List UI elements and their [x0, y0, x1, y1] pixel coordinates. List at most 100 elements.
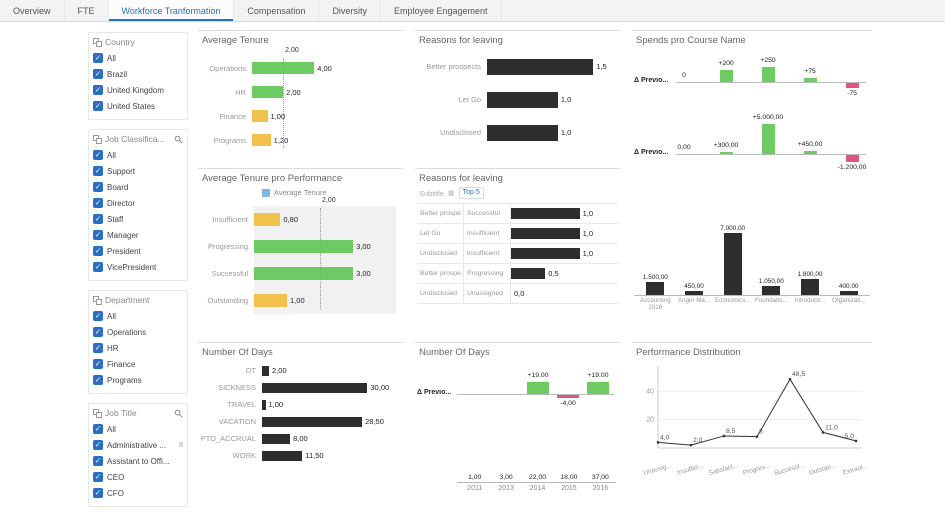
bar-category-label: HR: [235, 87, 246, 97]
delta-positive-bar: [587, 382, 609, 394]
checkbox-checked[interactable]: ✓: [93, 69, 103, 79]
filter-item-label: Brazil: [107, 69, 128, 79]
filter-item[interactable]: ✓ HR: [93, 340, 183, 356]
bar[interactable]: [262, 382, 368, 393]
chart-title: Performance Distribution: [636, 347, 741, 358]
panel-number-of-days-bars: Number Of Days OT 2,00 SICKNESS 30,00 TRAVEL…: [198, 342, 403, 514]
bar[interactable]: [252, 86, 284, 98]
filter-item[interactable]: ✓ All: [93, 147, 183, 163]
tab-diversity[interactable]: Diversity: [319, 0, 381, 21]
checkbox-checked[interactable]: ✓: [93, 85, 103, 95]
bar[interactable]: [262, 416, 363, 427]
bar[interactable]: [262, 450, 303, 461]
filter-item[interactable]: ✓ Support: [93, 163, 183, 179]
filter-item[interactable]: ✓ All: [93, 421, 183, 437]
bar-row: Better prospe... Successful 1,0: [417, 203, 618, 223]
filter-item[interactable]: ✓ CEO: [93, 469, 183, 485]
checkbox-checked[interactable]: ✓: [93, 375, 103, 385]
search-icon[interactable]: [174, 135, 183, 144]
checkbox-checked[interactable]: ✓: [93, 53, 103, 63]
bar[interactable]: [262, 433, 291, 444]
bar[interactable]: [254, 267, 354, 280]
checkbox-checked[interactable]: ✓: [93, 440, 103, 450]
chart-title: Reasons for leaving: [419, 173, 503, 184]
column-bar[interactable]: [801, 279, 820, 295]
checkbox-checked[interactable]: ✓: [93, 262, 103, 272]
waterfall-value-label: +5.000,00: [752, 114, 784, 121]
bar[interactable]: [487, 58, 594, 75]
search-icon[interactable]: [174, 409, 183, 418]
filter-item[interactable]: ✓ Brazil: [93, 66, 183, 82]
checkbox-checked[interactable]: ✓: [93, 246, 103, 256]
column-bar[interactable]: [646, 281, 665, 295]
checkbox-checked[interactable]: ✓: [93, 472, 103, 482]
reference-line: [320, 208, 322, 310]
bar[interactable]: [262, 365, 270, 376]
checkbox-checked[interactable]: ✓: [93, 198, 103, 208]
checkbox-checked[interactable]: ✓: [93, 456, 103, 466]
filter-item[interactable]: ✓ Finance: [93, 356, 183, 372]
filter-item[interactable]: ✓ Board: [93, 179, 183, 195]
bar[interactable]: [252, 134, 271, 146]
filter-item[interactable]: ✓ Programs: [93, 372, 183, 388]
checkbox-checked[interactable]: ✓: [93, 488, 103, 498]
filter-item[interactable]: ✓ Director: [93, 195, 183, 211]
waterfall-value-label: -1.200,00: [837, 164, 867, 172]
tab-compensation[interactable]: Compensation: [234, 0, 320, 21]
checkbox-checked[interactable]: ✓: [93, 343, 103, 353]
filter-item[interactable]: ✓ President: [93, 243, 183, 259]
filter-item-label: CEO: [107, 472, 125, 482]
checkbox-checked[interactable]: ✓: [93, 327, 103, 337]
filter-item[interactable]: ✓ Operations: [93, 324, 183, 340]
bar[interactable]: [262, 399, 266, 410]
filter-item[interactable]: ✓ All: [93, 308, 183, 324]
bar[interactable]: [511, 248, 580, 259]
line-series: [657, 378, 857, 446]
filter-item[interactable]: ✓ United Kingdom: [93, 82, 183, 98]
filter-item[interactable]: ✓ United States: [93, 98, 183, 114]
filter-item[interactable]: ✓ Staff: [93, 211, 183, 227]
data-point: [788, 377, 792, 381]
filter-item[interactable]: ✓ Administrative ... 8: [93, 437, 183, 453]
checkbox-checked[interactable]: ✓: [93, 311, 103, 321]
checkbox-checked[interactable]: ✓: [93, 101, 103, 111]
total-value: 37,00: [591, 474, 609, 481]
delta-value-label: +19,00: [527, 372, 549, 379]
tab-fte[interactable]: FTE: [65, 0, 109, 21]
checkbox-checked[interactable]: ✓: [93, 182, 103, 192]
point-value-label: 8: [759, 429, 763, 436]
bar[interactable]: [254, 213, 281, 226]
filter-item[interactable]: ✓ VicePresident: [93, 259, 183, 275]
checkbox-checked[interactable]: ✓: [93, 166, 103, 176]
bar[interactable]: [511, 228, 580, 239]
filter-item[interactable]: ✓ Assistant to Offi...: [93, 453, 183, 469]
bar-row: Undisclosed Insufficient 1,0: [417, 243, 618, 263]
tab-workforce-tranformation[interactable]: Workforce Tranformation: [108, 0, 235, 21]
top5-badge[interactable]: Top 5: [458, 187, 484, 199]
checkbox-checked[interactable]: ✓: [93, 214, 103, 224]
waterfall-axis-line: [676, 154, 866, 155]
checkbox-checked[interactable]: ✓: [93, 359, 103, 369]
bar[interactable]: [254, 240, 354, 253]
bar[interactable]: [511, 268, 546, 279]
tab-overview[interactable]: Overview: [0, 0, 65, 21]
charts-column-1: Average Tenure Operations 4,00 HR 2,00 Finan…: [198, 30, 403, 514]
bar[interactable]: [254, 294, 288, 307]
checkbox-checked[interactable]: ✓: [93, 230, 103, 240]
bar[interactable]: [487, 91, 558, 108]
checkbox-checked[interactable]: ✓: [93, 150, 103, 160]
column-bar[interactable]: [839, 291, 858, 295]
bar[interactable]: [252, 110, 268, 122]
bar[interactable]: [511, 208, 580, 219]
column-bar[interactable]: [685, 291, 703, 295]
tab-employee-engagement[interactable]: Employee Engagement: [381, 0, 502, 21]
data-point: [755, 435, 759, 438]
column-bar[interactable]: [723, 233, 742, 295]
filter-item[interactable]: ✓ CFO: [93, 485, 183, 501]
waterfall-axis-line: [676, 82, 866, 83]
filter-item[interactable]: ✓ Manager: [93, 227, 183, 243]
filter-item[interactable]: ✓ All: [93, 50, 183, 66]
column-bar[interactable]: [762, 285, 781, 295]
checkbox-checked[interactable]: ✓: [93, 424, 103, 434]
bar[interactable]: [487, 124, 558, 141]
